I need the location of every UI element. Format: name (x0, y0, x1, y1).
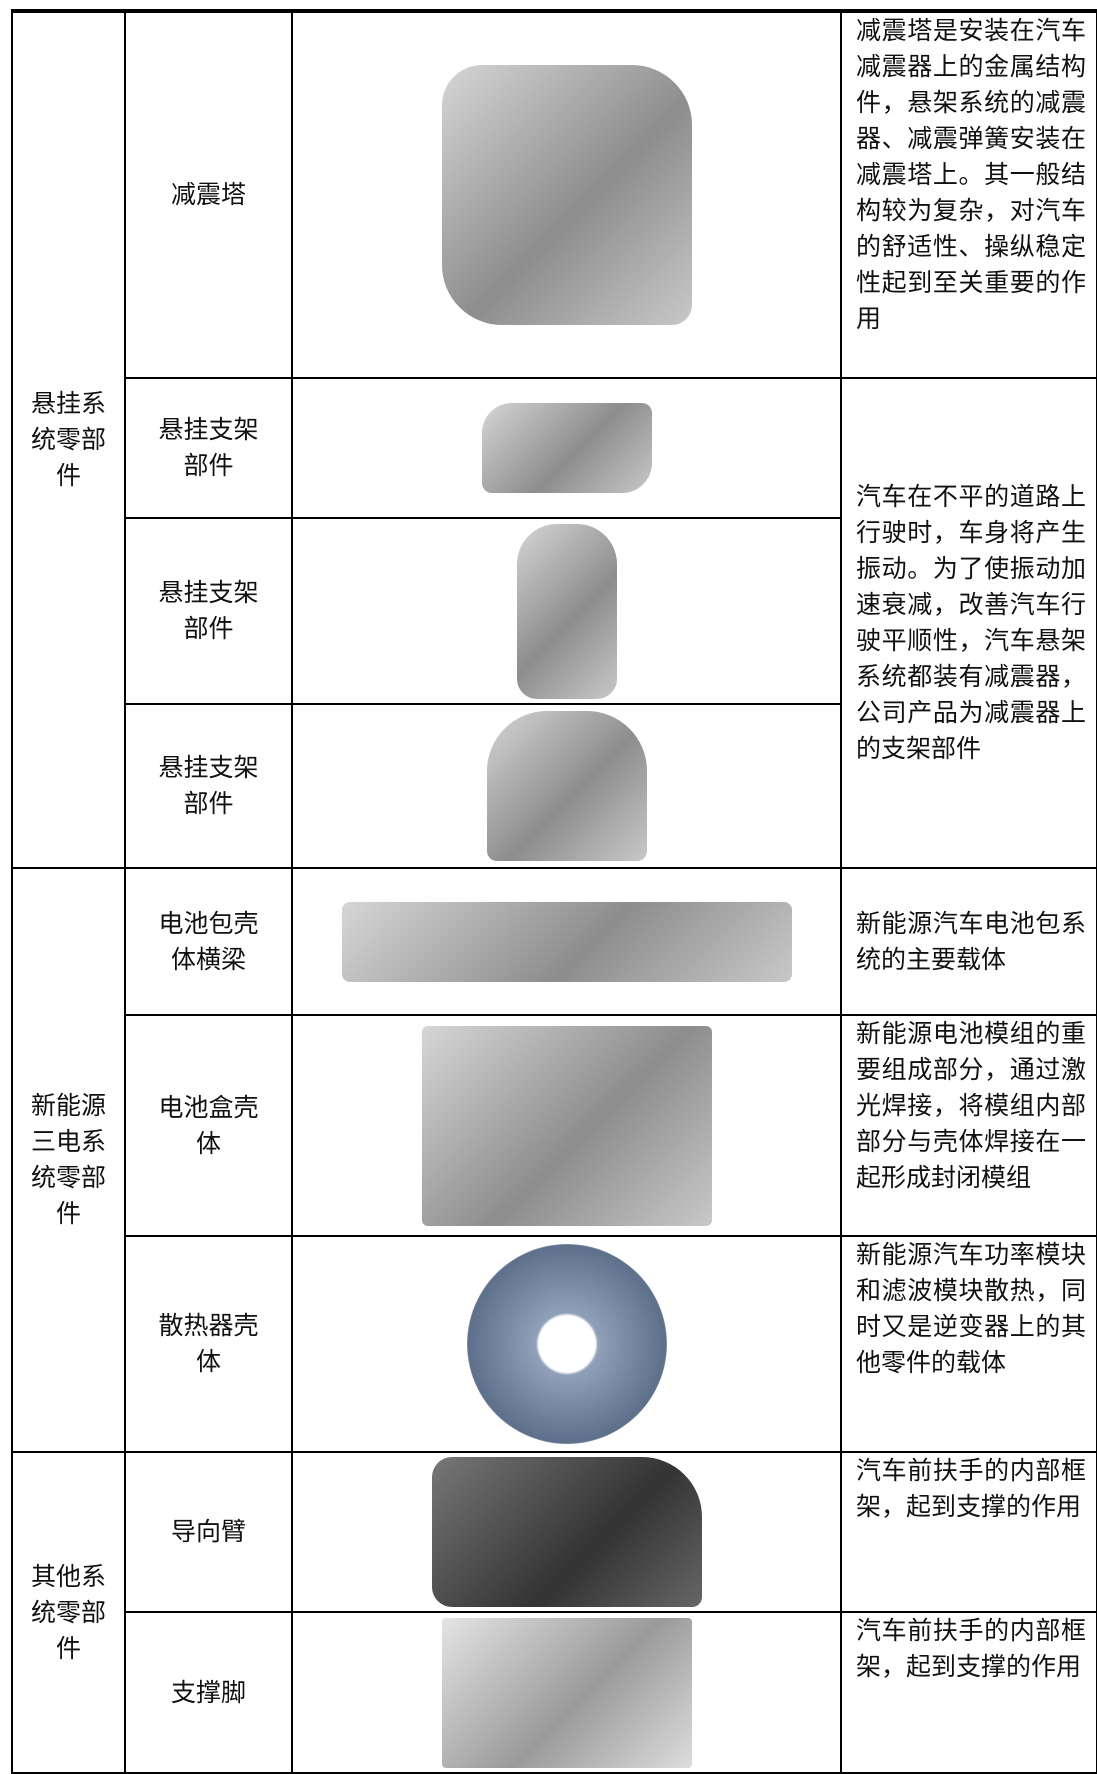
part-image (481, 403, 652, 493)
part-name: 电池盒壳体 (124, 1014, 293, 1237)
part-description: 新能源电池模组的重要组成部分，通过激光焊接，将模组内部部分与壳体焊接在一起形成封… (840, 1014, 1097, 1237)
parts-table: 悬挂系统零部件 减震塔 减震塔是安装在汽车减震器上的金属结构件，悬架系统的减震器… (11, 9, 1097, 1774)
part-image (486, 711, 647, 861)
group-name: 新能源三电系统零部件 (11, 867, 126, 1453)
part-name: 电池包壳体横梁 (124, 867, 293, 1016)
part-description: 新能源汽车电池包系统的主要载体 (840, 867, 1097, 1016)
part-image (441, 65, 692, 325)
part-name: 悬挂支架部件 (124, 517, 293, 705)
part-image (421, 1025, 712, 1226)
part-name: 悬挂支架部件 (124, 377, 293, 519)
part-image (431, 1457, 702, 1607)
part-name: 减震塔 (124, 10, 293, 379)
part-description: 汽车在不平的道路上行驶时，车身将产生振动。为了使振动加速衰减，改善汽车行驶平顺性… (840, 377, 1097, 869)
part-name: 散热器壳体 (124, 1235, 293, 1453)
part-image (466, 1244, 667, 1444)
part-name: 支撑脚 (124, 1611, 293, 1774)
group-name: 其他系统零部件 (11, 1451, 126, 1774)
part-image (516, 523, 617, 699)
part-description: 减震塔是安装在汽车减震器上的金属结构件，悬架系统的减震器、减震弹簧安装在减震塔上… (840, 10, 1097, 379)
part-image (441, 1617, 692, 1768)
part-description: 汽车前扶手的内部框架，起到支撑的作用 (840, 1611, 1097, 1774)
part-name: 导向臂 (124, 1451, 293, 1613)
part-name: 悬挂支架部件 (124, 703, 293, 869)
part-image (341, 901, 792, 982)
group-name: 悬挂系统零部件 (11, 10, 126, 869)
part-description: 新能源汽车功率模块和滤波模块散热，同时又是逆变器上的其他零件的载体 (840, 1235, 1097, 1453)
part-description: 汽车前扶手的内部框架，起到支撑的作用 (840, 1451, 1097, 1613)
